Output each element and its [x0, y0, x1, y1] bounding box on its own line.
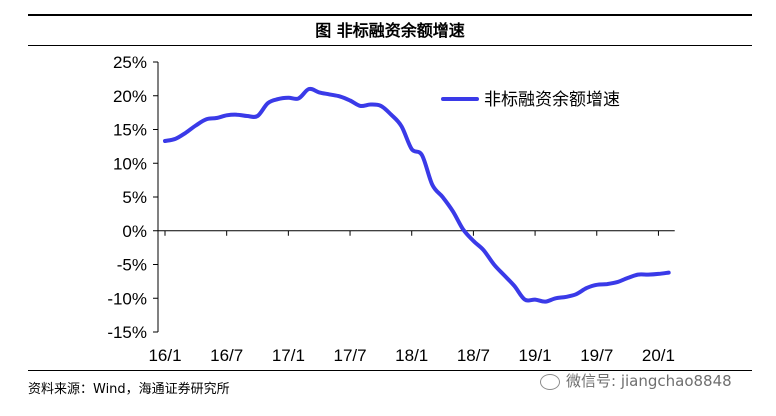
y-tick-label: 10%: [113, 154, 147, 173]
series-line: [163, 86, 671, 304]
watermark: 微信号: jiangchao8848: [540, 370, 732, 391]
watermark-text: 微信号: jiangchao8848: [566, 372, 732, 390]
x-tick-label: 18/7: [457, 346, 490, 365]
x-tick-label: 18/1: [395, 346, 428, 365]
y-tick-label: 20%: [113, 87, 147, 106]
bottom-rule: [28, 370, 752, 371]
y-tick-label: 5%: [122, 188, 147, 207]
x-tick-label: 16/7: [210, 346, 243, 365]
title-rule: [28, 45, 752, 46]
wechat-icon: [540, 373, 560, 390]
y-tick-label: -5%: [117, 256, 147, 275]
x-tick-labels: 16/1 16/7 17/1 17/7 18/1 18/7 19/1 19/7 20/1: [148, 230, 675, 365]
y-tick-label: -15%: [107, 323, 147, 342]
x-tick-label: 17/7: [333, 346, 366, 365]
y-tick-label: -10%: [107, 289, 147, 308]
line-chart: 25% 20% 15% 10% 5% 0% -5% -10% -15% 16/1 16/7 17/1…: [107, 53, 675, 365]
y-tick-label: 25%: [113, 53, 147, 72]
legend-label: 非标融资余额增速: [484, 90, 620, 110]
y-tick-label: 0%: [122, 222, 147, 241]
x-tick-label: 16/1: [148, 346, 181, 365]
source-note: 资料来源：Wind，海通证券研究所: [28, 382, 230, 397]
x-tick-label: 20/1: [642, 346, 675, 365]
x-tick-label: 19/1: [519, 346, 552, 365]
y-tick-label: 15%: [113, 121, 147, 140]
x-tick-label: 19/7: [580, 346, 613, 365]
y-tick-labels: 25% 20% 15% 10% 5% 0% -5% -10% -15%: [107, 53, 158, 342]
top-rule: [28, 14, 752, 16]
figure-title: 图 非标融资余额增速: [315, 21, 465, 40]
x-tick-label: 17/1: [272, 346, 305, 365]
